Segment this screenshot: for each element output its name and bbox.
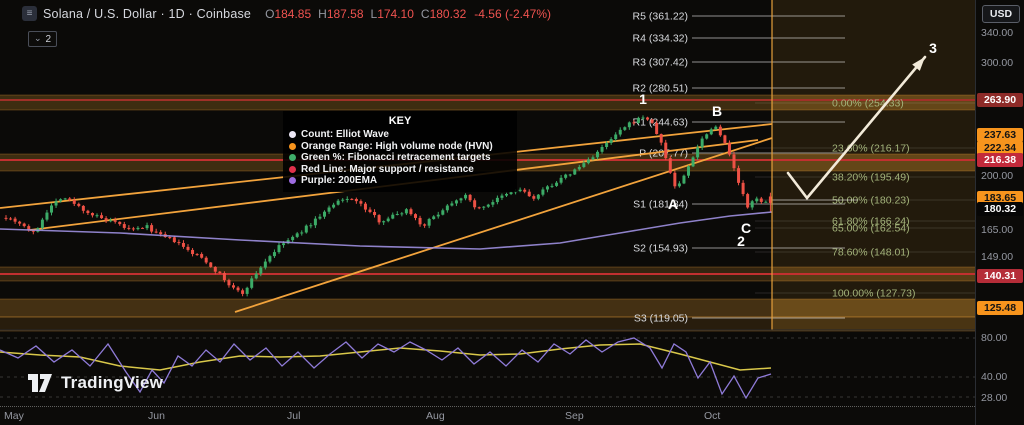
fib-label: 100.00% (127.73) <box>832 288 915 300</box>
fib-label: 38.20% (195.49) <box>832 172 910 184</box>
price-level-badge: 222.34 <box>977 141 1023 155</box>
key-bullet-icon <box>289 154 296 162</box>
hvn-band <box>0 317 975 331</box>
key-bullet-icon <box>289 165 296 173</box>
key-title: KEY <box>388 115 412 127</box>
symbol-header: ≡ Solana / U.S. Dollar · 1D · Coinbase O… <box>22 6 551 21</box>
key-item: Red Line: Major support / resistance <box>289 164 511 176</box>
pivot-label: S3 (119.05) <box>634 313 688 325</box>
pivot-label: R1 (244.63) <box>633 117 688 129</box>
symbol-logo-icon[interactable]: ≡ <box>22 6 37 21</box>
hvn-band <box>0 299 975 317</box>
tradingview-logo-icon <box>28 374 52 392</box>
key-bullet-icon <box>289 131 296 139</box>
ohlc-pair: C180.32 <box>420 6 467 21</box>
price-tick: 28.00 <box>981 392 1008 404</box>
hvn-band-highlight <box>772 95 975 110</box>
key-item-label: Purple: 200EMA <box>301 175 378 186</box>
elliott-wave-label[interactable]: C <box>741 220 751 236</box>
key-bullet-icon <box>289 177 296 185</box>
elliott-wave-label[interactable]: B <box>712 103 722 119</box>
chart-canvas[interactable]: R5 (361.22) R4 (334.32) R3 (307.42) R2 (280… <box>0 0 975 406</box>
key-item-label: Count: Elliot Wave <box>301 129 389 140</box>
price-tick: 300.00 <box>981 57 1014 69</box>
price-tick: 80.00 <box>981 332 1008 344</box>
fib-label: 0.00% (254.33) <box>832 98 904 110</box>
pivot-label: R4 (334.32) <box>633 33 688 45</box>
symbol-title[interactable]: Solana / U.S. Dollar · 1D · Coinbase <box>43 7 251 21</box>
tradingview-watermark: TradingView <box>28 372 163 394</box>
ohlc-values: O184.85 H187.58 L174.10 C180.32 <box>265 7 466 21</box>
key-item: Orange Range: High volume node (HVN) <box>289 141 511 153</box>
elliott-wave-label[interactable]: 3 <box>929 40 937 56</box>
hvn-band-highlight <box>772 299 975 317</box>
fib-label: 78.60% (148.01) <box>832 247 910 259</box>
projection-arrowhead <box>912 57 925 71</box>
symbol-name[interactable]: Solana / U.S. Dollar <box>43 6 157 21</box>
time-tick: Aug <box>426 410 445 422</box>
price-tick: 165.00 <box>981 224 1014 236</box>
key-item: Green %: Fibonacci retracement targets <box>289 152 511 164</box>
key-item-label: Green %: Fibonacci retracement targets <box>301 152 491 163</box>
interval-label[interactable]: 1D <box>168 6 185 21</box>
hvn-band-highlight <box>772 154 975 171</box>
currency-toggle-button[interactable]: USD <box>982 5 1020 23</box>
indicator-main-line <box>0 337 772 400</box>
time-tick: Sep <box>565 410 584 422</box>
price-level-badge: 180.32 <box>977 202 1023 216</box>
key-legend-box[interactable]: KEY Count: Elliot Wave Orange Range: High… <box>283 111 517 192</box>
pivot-label: R5 (361.22) <box>633 11 688 23</box>
candle-series[interactable] <box>4 115 772 297</box>
ohlc-pair: O184.85 <box>265 6 312 21</box>
time-tick: May <box>4 410 24 422</box>
price-level-badge: 183.65 <box>977 191 1023 205</box>
key-bullet-icon <box>289 142 296 150</box>
pivot-label: S1 (181.84) <box>633 199 688 211</box>
time-tick: Oct <box>704 410 721 422</box>
ohlc-pair: L174.10 <box>370 6 414 21</box>
key-item-label: Red Line: Major support / resistance <box>301 163 474 175</box>
chevron-down-icon: ⌄ <box>34 32 42 43</box>
pivot-label: R2 (280.51) <box>633 83 688 95</box>
collapsed-count: 2 <box>45 33 52 45</box>
pivot-label: S2 (154.93) <box>633 243 688 255</box>
hvn-band <box>0 95 975 110</box>
ohlc-pair: H187.58 <box>318 6 364 21</box>
price-tick: 340.00 <box>981 27 1014 39</box>
price-tick: 200.00 <box>981 170 1014 182</box>
separator-dot: · <box>160 6 165 21</box>
fib-label: 65.00% (162.54) <box>832 223 910 235</box>
price-level-badge: 140.31 <box>977 269 1023 283</box>
key-item: Purple: 200EMA <box>289 175 511 187</box>
watermark-text: TradingView <box>61 373 164 392</box>
key-item-label: Orange Range: High volume node (HVN) <box>301 140 493 152</box>
elliott-wave-label[interactable]: A <box>668 196 678 212</box>
fib-label: 50.00% (180.23) <box>832 195 910 207</box>
price-tick: 149.00 <box>981 251 1014 263</box>
trendline[interactable] <box>234 137 773 313</box>
projection-arrow[interactable] <box>786 55 927 201</box>
ema-200-line <box>0 211 773 250</box>
price-level-badge: 263.90 <box>977 93 1023 107</box>
time-tick: Jun <box>148 410 165 422</box>
key-item: Count: Elliot Wave <box>289 129 511 141</box>
exchange-label: Coinbase <box>196 6 252 21</box>
separator-dot: · <box>188 6 193 21</box>
fib-label: 61.80% (166.24) <box>832 216 910 228</box>
price-level-badge: 216.38 <box>977 153 1023 167</box>
price-level-badge: 237.63 <box>977 128 1023 142</box>
price-scale[interactable]: USD 340.00 300.00 200.00 165.00 149.00 80.00 4… <box>975 0 1024 425</box>
time-tick: Jul <box>287 410 301 422</box>
price-tick: 40.00 <box>981 371 1008 383</box>
time-scale[interactable]: May Jun Jul Aug Sep Oct <box>0 406 975 425</box>
elliott-wave-label[interactable]: 1 <box>639 91 647 107</box>
pivot-label: R3 (307.42) <box>633 57 688 69</box>
change-value: -4.56 (-2.47%) <box>474 6 551 21</box>
object-tree-collapsed-widget[interactable]: ⌄ 2 <box>28 31 58 47</box>
hvn-band-highlight <box>772 317 975 331</box>
price-level-badge: 125.48 <box>977 301 1023 315</box>
elliott-wave-label[interactable]: 2 <box>737 233 745 249</box>
